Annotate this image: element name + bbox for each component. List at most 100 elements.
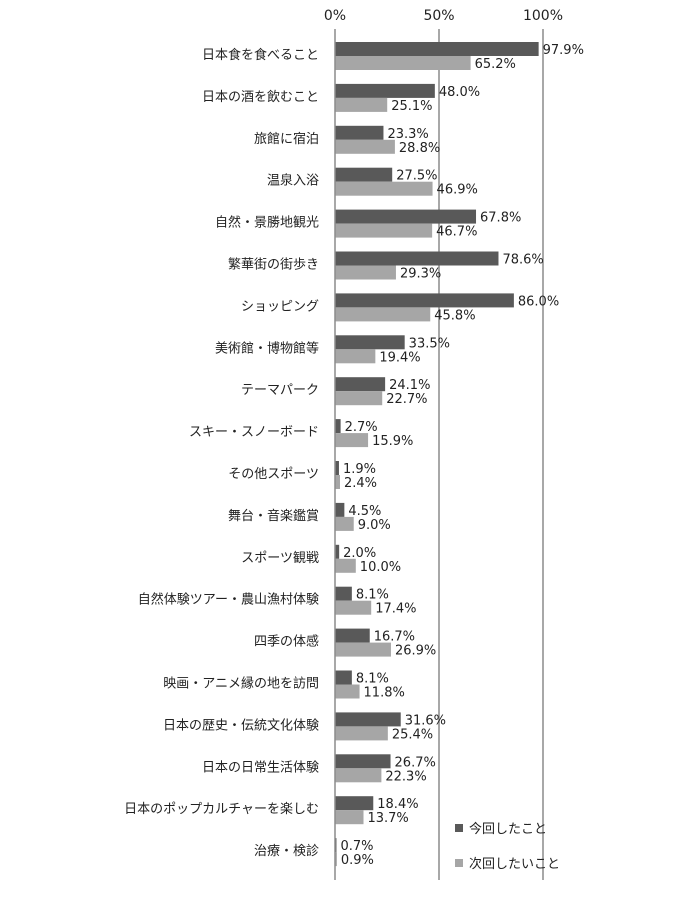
bar-next: [335, 181, 433, 196]
value-label-current: 18.4%: [377, 797, 418, 812]
bar-current: [335, 754, 391, 769]
value-label-next: 26.9%: [395, 644, 436, 659]
bar-next: [335, 810, 364, 825]
category-label: 繁華街の街歩き: [228, 257, 319, 273]
value-label-current: 8.1%: [356, 588, 389, 603]
bar-next: [335, 139, 395, 154]
category-label: 旅館に宿泊: [254, 131, 319, 147]
category-label: 舞台・音楽鑑賞: [228, 508, 319, 524]
bar-next: [335, 391, 383, 406]
value-label-next: 13.7%: [367, 811, 408, 826]
bar-next: [335, 684, 360, 699]
category-label: 日本の日常生活体験: [202, 760, 319, 775]
value-label-current: 1.9%: [343, 462, 376, 477]
value-label-next: 46.9%: [437, 183, 478, 198]
category-label: 美術館・博物館等: [215, 340, 319, 356]
value-label-next: 0.9%: [341, 853, 374, 868]
bar-next: [335, 642, 391, 657]
value-label-next: 17.4%: [375, 602, 416, 617]
value-label-current: 67.8%: [480, 211, 521, 226]
x-tick-label: 100%: [523, 8, 563, 24]
value-label-current: 24.1%: [389, 378, 430, 393]
bars: [335, 42, 539, 867]
value-label-current: 48.0%: [439, 85, 480, 100]
value-label-next: 2.4%: [344, 476, 377, 491]
value-label-current: 26.7%: [395, 755, 436, 770]
bar-next: [335, 516, 354, 531]
bar-current: [335, 42, 539, 56]
value-label-next: 65.2%: [475, 57, 516, 72]
bar-current: [335, 251, 499, 266]
bar-next: [335, 852, 337, 867]
bar-next: [335, 433, 369, 448]
value-label-next: 10.0%: [360, 560, 401, 575]
category-label: ショッピング: [241, 299, 319, 314]
value-label-current: 33.5%: [409, 336, 450, 351]
bar-next: [335, 475, 340, 489]
category-label: 日本の酒を飲むこと: [202, 89, 319, 105]
x-tick-label: 50%: [423, 8, 454, 24]
bar-current: [335, 209, 477, 224]
bar-next: [335, 97, 388, 112]
bar-current: [335, 167, 393, 182]
bar-current: [335, 628, 370, 643]
bar-current: [335, 544, 340, 559]
value-label-current: 31.6%: [405, 713, 446, 728]
value-label-next: 9.0%: [358, 518, 391, 533]
bar-next: [335, 265, 396, 280]
bar-next: [335, 726, 388, 741]
bar-next: [335, 223, 433, 238]
value-label-next: 19.4%: [379, 350, 420, 365]
value-label-current: 23.3%: [387, 127, 428, 142]
value-label-current: 86.0%: [518, 294, 559, 309]
category-label: 温泉入浴: [267, 173, 319, 189]
value-label-current: 97.9%: [543, 43, 584, 58]
category-label: スキー・スノーボード: [189, 425, 319, 440]
value-label-current: 2.7%: [345, 420, 378, 435]
value-label-next: 25.1%: [391, 99, 432, 114]
bar-current: [335, 419, 341, 434]
bar-next: [335, 349, 376, 364]
value-labels: 97.9% 65.2% 48.0% 25.1% 23.3%28.8% 27.5%46.9%…: [340, 43, 583, 868]
bar-next: [335, 600, 372, 615]
value-label-next: 28.8%: [399, 141, 440, 156]
bar-current: [335, 335, 405, 350]
legend-swatch: [455, 859, 463, 867]
bar-current: [335, 586, 352, 601]
category-label: 自然体験ツアー・農山漁村体験: [138, 592, 319, 608]
category-label: 日本のポップカルチャーを楽しむ: [124, 801, 319, 817]
value-label-next: 11.8%: [364, 686, 405, 701]
bar-current: [335, 461, 339, 475]
value-label-current: 78.6%: [502, 253, 543, 268]
gridlines: [438, 29, 544, 880]
bar-next: [335, 56, 471, 70]
bar-current: [335, 712, 401, 727]
category-label: スポーツ観戦: [241, 551, 319, 566]
category-label: 治療・検診: [254, 843, 319, 859]
value-label-current: 16.7%: [374, 630, 415, 645]
legend-swatch: [455, 824, 463, 832]
category-label: 映画・アニメ縁の地を訪問: [163, 676, 319, 692]
bar-current: [335, 502, 345, 517]
value-label-next: 45.8%: [434, 308, 475, 323]
bar-current: [335, 670, 352, 685]
bar-next: [335, 307, 431, 322]
bar-current: [335, 293, 514, 308]
category-label: 日本食を食べること: [202, 47, 319, 63]
value-label-current: 0.7%: [340, 839, 373, 854]
bar-current: [335, 83, 435, 98]
category-labels: 日本食を食べること日本の酒を飲むこと旅館に宿泊温泉入浴自然・景勝地観光繁華街の街…: [124, 47, 319, 859]
x-tick-label: 0%: [324, 8, 346, 24]
value-label-current: 27.5%: [396, 169, 437, 184]
bar-next: [335, 558, 356, 573]
legend-label: 次回したいこと: [469, 856, 560, 872]
category-label: その他スポーツ: [228, 467, 319, 482]
value-label-current: 4.5%: [348, 504, 381, 519]
x-axis-ticks: 0% 50% 100%: [324, 8, 563, 24]
value-label-current: 2.0%: [343, 546, 376, 561]
value-label-next: 25.4%: [392, 727, 433, 742]
value-label-next: 29.3%: [400, 267, 441, 282]
category-label: 自然・景勝地観光: [215, 215, 319, 231]
bar-next: [335, 768, 382, 783]
